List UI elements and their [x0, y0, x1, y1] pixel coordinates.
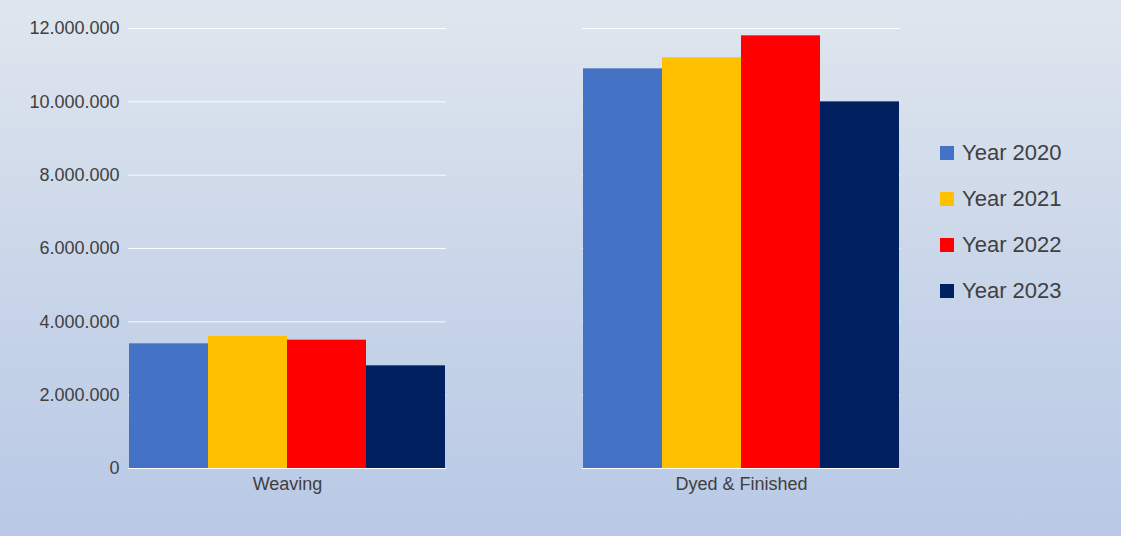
svg-text:Weaving: Weaving [253, 474, 323, 494]
html-text:Year 2021: Year 2021 [962, 186, 1062, 211]
svg-text:4.000.000: 4.000.000 [39, 312, 119, 332]
svg-text:10.000.000: 10.000.000 [29, 92, 119, 112]
svg-text:Dyed & Finished: Dyed & Finished [675, 474, 807, 494]
html-text:Year 2023: Year 2023 [962, 278, 1062, 303]
html-text:Year 2022: Year 2022 [962, 232, 1062, 257]
svg-text:12.000.000: 12.000.000 [29, 18, 119, 38]
svg-text:2.000.000: 2.000.000 [39, 385, 119, 405]
svg-text:0: 0 [109, 458, 119, 478]
svg-text:8.000.000: 8.000.000 [39, 165, 119, 185]
svg-text:6.000.000: 6.000.000 [39, 238, 119, 258]
html-text:Year 2020: Year 2020 [962, 140, 1062, 165]
